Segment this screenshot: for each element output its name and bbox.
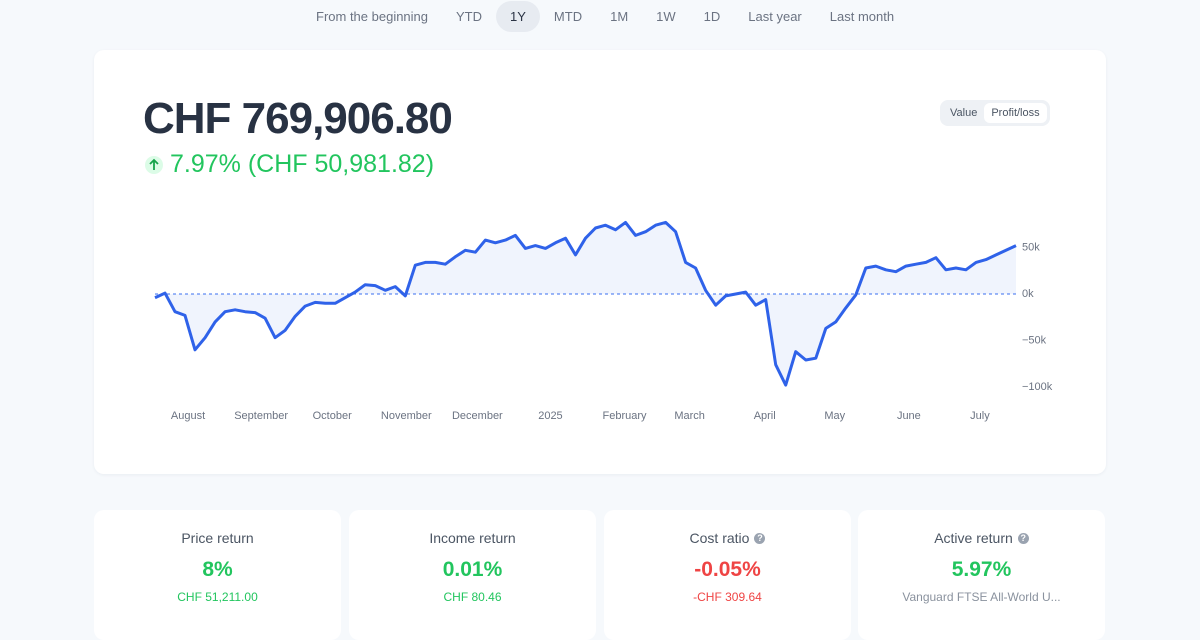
- y-tick-label: 0k: [1022, 288, 1034, 300]
- x-tick-label: July: [970, 410, 990, 422]
- stat-title: Cost ratio: [689, 530, 750, 546]
- line: [154, 220, 1017, 387]
- stat-value: 5.97%: [951, 558, 1012, 581]
- chart: 50k 0k −50k −100k August September October Nove…: [154, 220, 1053, 422]
- tab[interactable]: Last month: [829, 9, 895, 24]
- stat-sub: CHF 51,211.00: [177, 590, 258, 604]
- x-tick-label: October: [313, 410, 352, 422]
- stat-title: Income return: [429, 530, 516, 546]
- x-tick-label: March: [674, 410, 705, 422]
- tab[interactable]: 1W: [656, 9, 676, 24]
- help-icon[interactable]: ?: [754, 532, 766, 544]
- toggle-option[interactable]: Value: [950, 107, 978, 119]
- stat-title: Active return: [934, 530, 1013, 546]
- stat-sub: Vanguard FTSE All-World U...: [902, 590, 1061, 604]
- up-icon: [145, 155, 163, 174]
- stat-value: -0.05%: [694, 558, 761, 581]
- stat-card: Cost ratio? -0.05% -CHF 309.64: [604, 510, 851, 640]
- stat-sub: -CHF 309.64: [693, 590, 762, 604]
- toggle-option[interactable]: Profit/loss: [984, 103, 1047, 123]
- stat-value: 0.01%: [442, 558, 503, 581]
- area: [155, 222, 1016, 386]
- stat-card: Income return 0.01% CHF 80.46: [349, 510, 596, 640]
- change: 7.97% (CHF 50,981.82): [144, 150, 434, 179]
- range-tabs: From the beginning YTD 1Y MTD 1M 1W 1D Last yea…: [302, 1, 908, 32]
- x-tick-label: November: [381, 410, 432, 422]
- y-tick-label: −100k: [1022, 381, 1053, 393]
- portfolio-value: CHF 769,906.80: [143, 94, 453, 143]
- help-icon[interactable]: ?: [1017, 532, 1029, 544]
- stat-card: Active return? 5.97% Vanguard FTSE All-Wor…: [858, 510, 1105, 640]
- y-tick-label: 50k: [1022, 241, 1040, 253]
- change-text: 7.97% (CHF 50,981.82): [170, 150, 435, 178]
- tab[interactable]: YTD: [456, 9, 483, 24]
- tab[interactable]: 1Y: [496, 1, 540, 32]
- x-tick-label: May: [824, 410, 845, 422]
- x-tick-label: April: [754, 410, 776, 422]
- x-tick-label: August: [171, 410, 205, 422]
- chart-card: CHF 769,906.80 7.97% (CHF 50,981.82) Val…: [94, 50, 1106, 474]
- stat-title-row: Income return: [349, 530, 596, 546]
- page: From the beginning YTD 1Y MTD 1M 1W 1D Last yea…: [94, 1, 1106, 604]
- tab[interactable]: 1D: [703, 9, 721, 24]
- x-tick-label: September: [234, 410, 288, 422]
- stat-value: 8%: [202, 558, 233, 581]
- stat-title-row: Price return: [94, 530, 341, 546]
- x-tick-label: December: [452, 410, 503, 422]
- tab[interactable]: Last year: [748, 9, 802, 24]
- stat-title-row: Cost ratio?: [604, 530, 851, 546]
- y-tick-label: −50k: [1022, 334, 1047, 346]
- x-tick-label: February: [603, 410, 648, 422]
- x-tick-label: June: [897, 410, 921, 422]
- stat-title-row: Active return?: [858, 530, 1105, 546]
- stat-card: Price return 8% CHF 51,211.00: [94, 510, 341, 640]
- x-tick-label: 2025: [538, 410, 562, 422]
- stat-title: Price return: [181, 530, 254, 546]
- tab[interactable]: MTD: [553, 9, 583, 24]
- tab[interactable]: From the beginning: [316, 9, 429, 24]
- toggle: Value Profit/loss: [940, 100, 1050, 126]
- tab[interactable]: 1M: [610, 9, 629, 24]
- stat-sub: CHF 80.46: [443, 590, 502, 604]
